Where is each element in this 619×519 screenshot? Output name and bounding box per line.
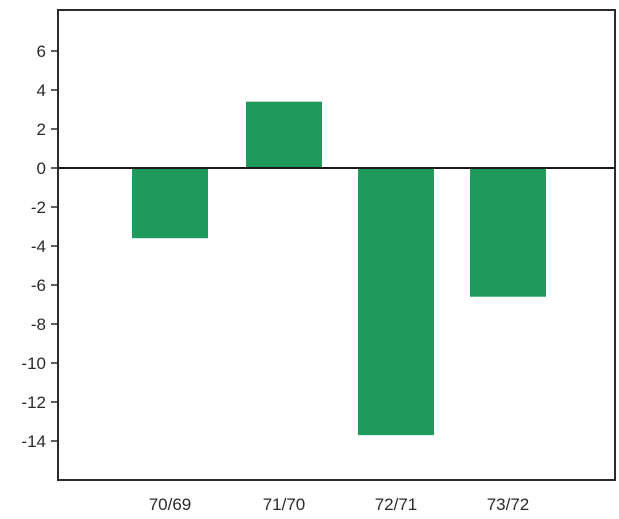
x-category-label: 71/70	[263, 495, 306, 514]
bar-72-71	[358, 168, 434, 436]
y-tick-label: 2	[37, 120, 46, 139]
y-tick-label: -12	[21, 393, 46, 412]
x-category-label: 72/71	[375, 495, 418, 514]
y-tick-label: 4	[37, 81, 46, 100]
x-axis-labels: 70/69 71/70 72/71 73/72	[149, 495, 530, 514]
y-axis-ticks: 6 4 2 0 -2 -4 -6 -8 -10 -12 -14	[21, 42, 58, 451]
y-tick-label: -14	[21, 432, 46, 451]
bars-group	[132, 101, 546, 436]
y-tick-label: 6	[37, 42, 46, 61]
bar-71-70	[246, 101, 322, 168]
bar-73-72	[470, 168, 546, 297]
bar-70-69	[132, 168, 208, 239]
y-tick-label: -8	[31, 315, 46, 334]
y-tick-label: 0	[37, 159, 46, 178]
x-category-label: 73/72	[487, 495, 530, 514]
y-tick-label: -4	[31, 237, 46, 256]
y-tick-label: -2	[31, 198, 46, 217]
x-category-label: 70/69	[149, 495, 192, 514]
y-tick-label: -6	[31, 276, 46, 295]
y-tick-label: -10	[21, 354, 46, 373]
